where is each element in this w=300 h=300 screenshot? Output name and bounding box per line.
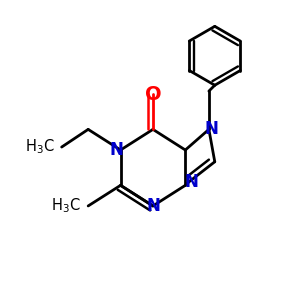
Text: H$_3$C: H$_3$C <box>51 196 81 215</box>
Text: N: N <box>184 173 198 191</box>
Text: N: N <box>205 120 219 138</box>
Text: O: O <box>145 85 161 104</box>
Text: N: N <box>146 197 160 215</box>
Text: N: N <box>109 141 123 159</box>
Text: H$_3$C: H$_3$C <box>25 138 54 156</box>
